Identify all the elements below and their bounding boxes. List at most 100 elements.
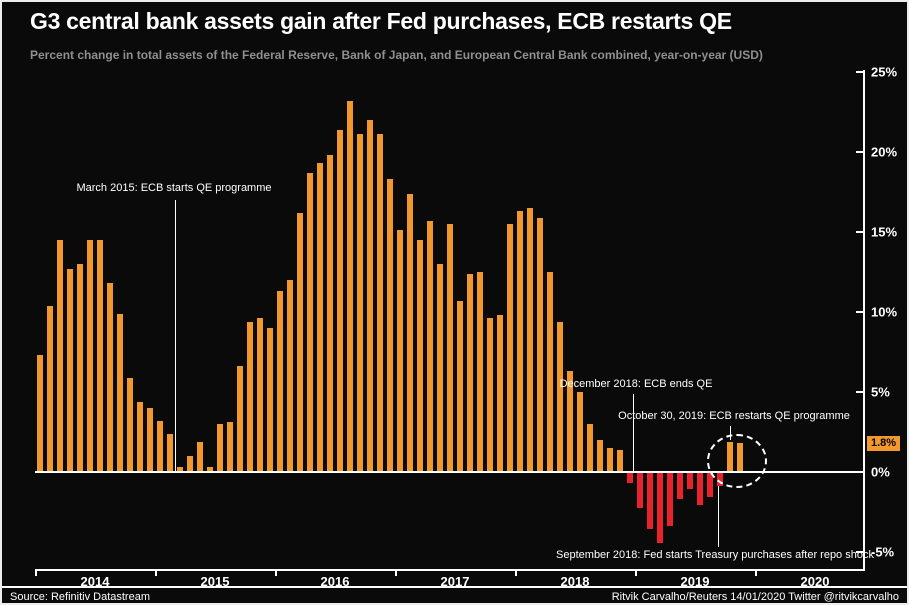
x-tick-label: 2014 [80, 574, 110, 589]
bar [457, 301, 463, 472]
bar [207, 467, 213, 472]
bar [257, 318, 263, 472]
bar [537, 218, 543, 472]
bar [607, 448, 613, 472]
bar [77, 264, 83, 472]
y-tick-mark [856, 471, 864, 473]
bar [557, 322, 563, 472]
bar [287, 280, 293, 472]
bar [417, 240, 423, 472]
highlight-circle [707, 434, 767, 488]
y-tick-label: -5% [871, 544, 895, 560]
x-tick-mark [635, 569, 637, 576]
bar [487, 318, 493, 472]
bar [697, 473, 703, 505]
y-axis-line [863, 70, 865, 570]
bar [347, 101, 353, 472]
bar [617, 450, 623, 472]
bar [87, 240, 93, 472]
footer-divider [2, 586, 907, 588]
bar [157, 421, 163, 472]
annotation-line-september-repo [718, 476, 719, 547]
annotation-line-october-2019 [730, 426, 731, 440]
bar [677, 473, 683, 499]
bar [597, 440, 603, 472]
bar [367, 120, 373, 472]
y-tick-mark [856, 151, 864, 153]
bar [637, 473, 643, 508]
bar [307, 173, 313, 472]
bar [567, 371, 573, 472]
author-credit: Ritvik Carvalho/Reuters 14/01/2020 Twitt… [611, 591, 899, 603]
x-tick-label: 2018 [560, 574, 590, 589]
y-tick-label: 0% [871, 464, 890, 480]
bar [67, 269, 73, 472]
annotation-line-december-2018 [633, 394, 634, 471]
x-axis-line [35, 569, 865, 571]
x-tick-label: 2016 [320, 574, 350, 589]
chart-subtitle: Percent change in total assets of the Fe… [30, 48, 763, 62]
bar [707, 473, 713, 497]
annotation-march-2015: March 2015: ECB starts QE programme [76, 182, 272, 194]
zero-gridline [35, 471, 864, 473]
bar [437, 264, 443, 472]
bar [507, 224, 513, 472]
bar [647, 473, 653, 529]
bar [277, 291, 283, 472]
bar [377, 134, 383, 472]
y-tick-label: 15% [871, 224, 898, 240]
x-tick-label: 2019 [680, 574, 710, 589]
bar [467, 274, 473, 472]
bar [407, 194, 413, 472]
x-tick-mark [395, 569, 397, 576]
bar [427, 221, 433, 472]
bar [237, 366, 243, 472]
bar [577, 392, 583, 472]
bar [267, 328, 273, 472]
annotation-october-2019: October 30, 2019: ECB restarts QE progra… [618, 410, 850, 422]
y-tick-mark [856, 391, 864, 393]
bar [217, 424, 223, 472]
source-credit: Source: Refinitiv Datastream [10, 591, 150, 603]
bar [387, 179, 393, 472]
bar [327, 155, 333, 472]
bar [197, 442, 203, 472]
bar [127, 378, 133, 472]
y-tick-mark [856, 551, 864, 553]
bar [337, 130, 343, 472]
bar [317, 163, 323, 472]
bar [527, 208, 533, 472]
bar [517, 211, 523, 472]
latest-value-badge: 1.8% [867, 436, 901, 451]
x-tick-mark [515, 569, 517, 576]
bar [187, 456, 193, 472]
bar [167, 434, 173, 472]
bar [147, 408, 153, 472]
bar [47, 306, 53, 472]
bar [687, 473, 693, 489]
x-tick-label: 2020 [800, 574, 830, 589]
x-tick-mark [35, 569, 37, 576]
bar [477, 272, 483, 472]
bar [547, 272, 553, 472]
bar [447, 224, 453, 472]
y-tick-mark [856, 231, 864, 233]
y-tick-label: 5% [871, 384, 890, 400]
annotation-line-march-2015 [175, 200, 176, 471]
x-tick-label: 2015 [200, 574, 230, 589]
bar [497, 315, 503, 472]
y-tick-mark [856, 71, 864, 73]
bar [397, 230, 403, 472]
x-tick-label: 2017 [440, 574, 470, 589]
bar [587, 424, 593, 472]
bar [357, 134, 363, 472]
bar [657, 473, 663, 543]
annotation-december-2018: December 2018: ECB ends QE [559, 378, 713, 390]
bar [627, 473, 633, 483]
bar [97, 240, 103, 472]
bar [667, 473, 673, 526]
bar [117, 314, 123, 472]
bar [107, 283, 113, 472]
